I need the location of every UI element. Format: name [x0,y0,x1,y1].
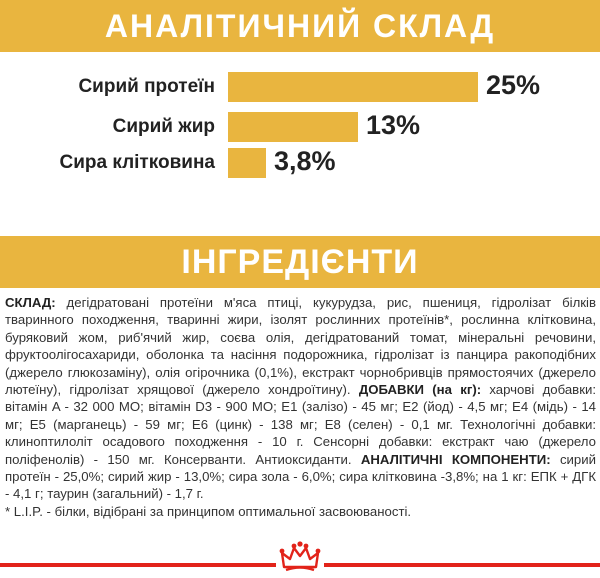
analytic-row-fat: Сирий жир 13% [0,110,600,150]
row-bar [228,72,478,102]
crown-icon [276,541,324,576]
sklad-text: дегідратовані протеїни м'яса птиці, куку… [5,295,596,398]
row-label: Сира клітковина [59,152,215,173]
footnote: * L.I.P. - білки, відібрані за принципом… [5,503,412,519]
ingredients-title: ІНГРЕДІЄНТИ [0,236,600,288]
dobavky-label: ДОБАВКИ (на кг): [358,382,482,398]
row-bar [228,112,358,142]
row-bar [228,148,266,178]
components-text: сирий протеїн - 25,0%; сирий жир - 13,0%… [5,451,596,502]
analytic-title: АНАЛІТИЧНИЙ СКЛАД [0,0,600,52]
analytic-row-protein: Сирий протеїн 25% [0,70,600,110]
row-value: 3,8% [274,146,336,176]
components-label: АНАЛІТИЧНІ КОМПОНЕНТИ: [360,451,551,467]
ingredients-text: СКЛАД: дегідратовані протеїни м'яса птиц… [5,294,596,520]
row-value: 13% [366,110,421,140]
sklad-label: СКЛАД: [5,295,56,310]
dobavky-text: харчові добавки: вітамін A - 32 000 MO; … [5,382,596,467]
row-label: Сирий протеїн [78,76,215,97]
row-label: Сирий жир [112,116,215,137]
row-value: 25% [486,70,541,100]
analytic-row-fiber: Сира клітковина 3,8% [0,146,600,186]
